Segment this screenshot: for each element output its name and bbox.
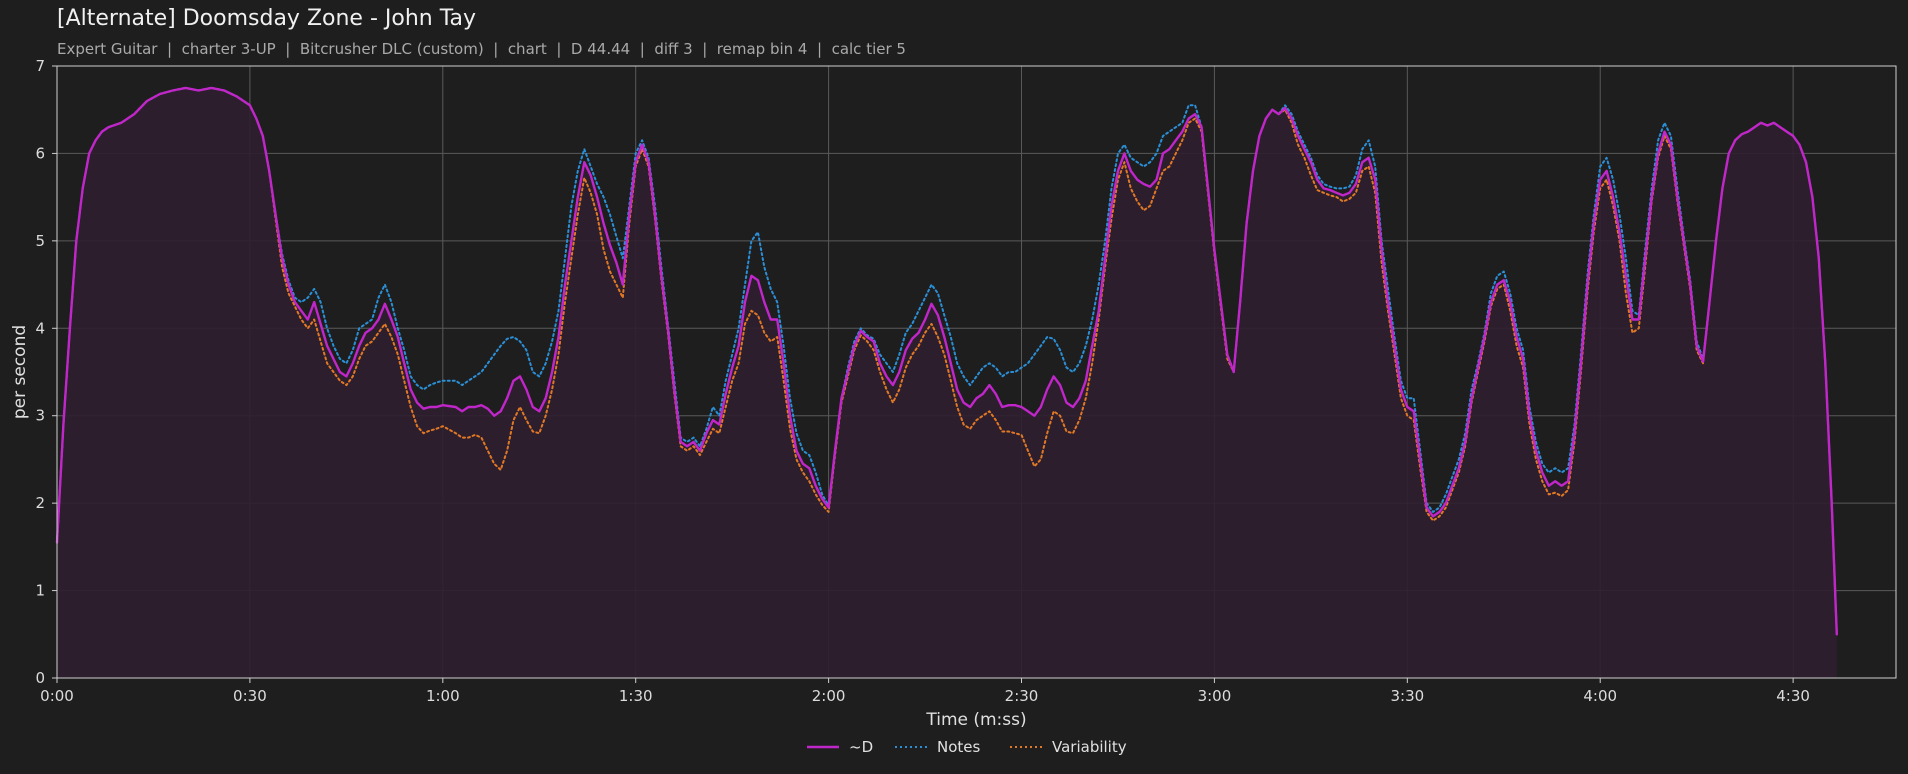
series-line-notes [56, 86, 1838, 636]
y-tick-label: 2 [35, 494, 45, 512]
chart-subtitle: Expert Guitar | charter 3-UP | Bitcrushe… [57, 40, 906, 58]
y-tick-label: 4 [35, 319, 45, 337]
plot-frame [56, 65, 1897, 679]
x-tick-label: 4:00 [1583, 687, 1617, 705]
legend-label: Notes [937, 738, 981, 756]
chart-title: [Alternate] Doomsday Zone - John Tay [57, 6, 476, 31]
y-tick-label: 5 [35, 232, 45, 250]
area-layer [57, 87, 1837, 678]
series-layer [55, 86, 1838, 636]
plot-border [56, 65, 1897, 679]
series-line-variability [56, 86, 1838, 636]
y-tick-label: 1 [35, 582, 45, 600]
x-tick-label: 3:00 [1198, 687, 1232, 705]
x-tick-label: 2:30 [1005, 687, 1039, 705]
x-tick-label: 3:30 [1390, 687, 1424, 705]
legend: ~D Notes Variability [807, 738, 1127, 756]
y-tick-label: 0 [35, 669, 45, 687]
x-tick-label: 1:00 [426, 687, 460, 705]
x-tick-label: 0:30 [233, 687, 267, 705]
series-line-d [55, 86, 1838, 636]
difficulty-area-fill [57, 87, 1837, 678]
x-tick-label: 1:30 [619, 687, 653, 705]
x-tick-label: 2:00 [812, 687, 846, 705]
x-tick-label: 4:30 [1776, 687, 1810, 705]
y-tick-label: 7 [35, 57, 45, 75]
x-tick-label: 0:00 [40, 687, 74, 705]
y-tick-label: 3 [35, 407, 45, 425]
legend-label: Variability [1052, 738, 1127, 756]
x-axis-label: Time (m:ss) [925, 710, 1026, 730]
legend-label: ~D [849, 738, 873, 756]
y-axis-label: per second [10, 325, 30, 419]
tick-layer: 0:00 0:30 1:00 1:30 2:00 2:30 3:00 3:30 4:00 4:30… [35, 57, 1810, 705]
y-tick-label: 6 [35, 144, 45, 162]
